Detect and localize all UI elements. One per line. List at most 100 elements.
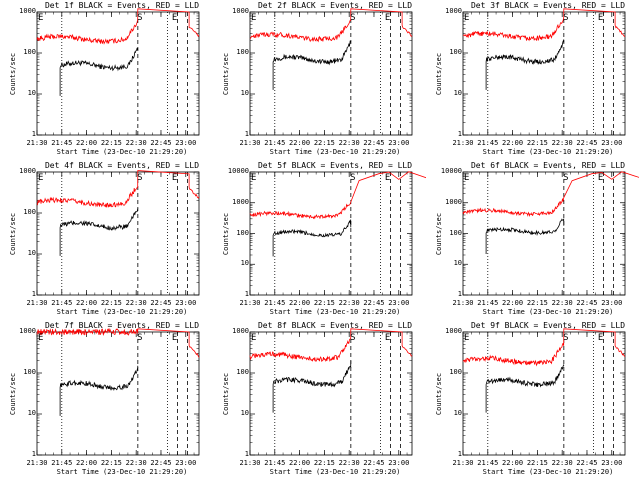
y-tick-label: 100: [236, 368, 249, 376]
event-marker-label: E: [38, 13, 43, 23]
y-tick-label: 10: [27, 409, 36, 417]
chart-title: Det 3f BLACK = Events, RED = LLD: [470, 1, 626, 10]
y-tick-label: 1000: [445, 327, 462, 335]
y-tick-label: 10000: [440, 167, 462, 175]
x-tick-label: 22:30: [551, 299, 573, 307]
x-tick-label: 22:00: [76, 139, 98, 147]
event-marker-label: S: [563, 333, 568, 343]
y-tick-label: 1: [244, 130, 249, 138]
x-tick-label: 22:30: [125, 459, 147, 467]
x-tick-label: 21:30: [452, 459, 474, 467]
x-tick-label: 21:45: [51, 299, 73, 307]
y-tick-label: 1: [244, 290, 249, 298]
y-tick-label: 1000: [232, 7, 249, 15]
event-marker-label: E: [464, 333, 469, 343]
chart-title: Det 8f BLACK = Events, RED = LLD: [257, 321, 413, 330]
lld-series-line: [462, 8, 626, 42]
x-axis-label: Start Time (23-Dec-10 21:29:20): [269, 468, 401, 476]
x-tick-label: 22:45: [150, 459, 172, 467]
lld-series-line: [462, 328, 626, 367]
event-marker-label: E: [464, 173, 469, 183]
plot-frame: [36, 11, 200, 136]
plot-frame: [36, 331, 200, 456]
x-tick-label: 22:15: [313, 139, 335, 147]
event-marker-label: S: [137, 333, 142, 343]
event-marker-label: E: [598, 13, 603, 23]
x-tick-label: 22:15: [526, 299, 548, 307]
x-tick-label: 22:30: [551, 459, 573, 467]
x-tick-label: 21:45: [51, 459, 73, 467]
y-tick-label: 100: [449, 48, 462, 56]
y-tick-label: 10: [453, 409, 462, 417]
lld-series-line: [249, 328, 413, 362]
x-tick-label: 23:00: [388, 299, 410, 307]
x-tick-label: 22:45: [576, 459, 598, 467]
lld-series-line: [462, 171, 639, 217]
x-tick-label: 22:30: [125, 299, 147, 307]
event-marker-label: E: [385, 173, 390, 183]
y-tick-label: 100: [23, 48, 36, 56]
x-tick-label: 22:30: [338, 459, 360, 467]
x-tick-label: 22:00: [502, 459, 524, 467]
event-marker-label: S: [563, 173, 568, 183]
y-tick-label: 100: [449, 228, 462, 237]
x-tick-label: 21:45: [477, 139, 499, 147]
chart-panel: E S E Det 4f BLACK = Events, RED = LLD Count…: [0, 160, 213, 320]
x-tick-label: 22:00: [289, 139, 311, 147]
event-marker-label: S: [350, 173, 355, 183]
x-tick-label: 23:00: [601, 139, 623, 147]
y-tick-label: 100: [236, 48, 249, 56]
events-series-line: [272, 360, 352, 413]
chart-panel: E S E Det 3f BLACK = Events, RED = LLD Count…: [426, 0, 639, 160]
chart-title: Det 5f BLACK = Events, RED = LLD: [257, 161, 413, 170]
x-tick-label: 22:00: [289, 459, 311, 467]
x-axis-label: Start Time (23-Dec-10 21:29:20): [482, 148, 614, 156]
x-tick-label: 22:15: [313, 299, 335, 307]
x-tick-label: 21:30: [239, 299, 261, 307]
x-tick-label: 22:45: [576, 139, 598, 147]
event-marker-label: E: [172, 173, 177, 183]
event-marker-label: E: [251, 13, 256, 23]
y-tick-label: 1: [31, 450, 36, 458]
y-tick-label: 10: [27, 89, 36, 97]
x-tick-label: 22:00: [76, 459, 98, 467]
x-tick-label: 22:15: [100, 459, 122, 467]
event-marker-label: S: [137, 13, 142, 23]
y-tick-label: 1000: [445, 7, 462, 15]
event-marker-label: E: [172, 333, 177, 343]
event-marker-label: E: [385, 333, 390, 343]
y-tick-label: 1: [31, 290, 36, 298]
x-tick-label: 21:45: [477, 459, 499, 467]
event-marker-label: E: [38, 173, 43, 183]
y-tick-label: 1: [457, 450, 462, 458]
y-tick-label: 1: [244, 450, 249, 458]
plot-frame: [249, 331, 413, 456]
x-tick-label: 21:30: [239, 139, 261, 147]
chart-panel: E S E Det 1f BLACK = Events, RED = LLD Count…: [0, 0, 213, 160]
event-marker-label: E: [172, 13, 177, 23]
lld-series-line: [249, 171, 426, 220]
x-axis-label: Start Time (23-Dec-10 21:29:20): [269, 148, 401, 156]
x-tick-label: 21:30: [239, 459, 261, 467]
x-tick-label: 21:30: [26, 139, 48, 147]
x-axis-label: Start Time (23-Dec-10 21:29:20): [269, 308, 401, 316]
y-tick-label: 1000: [19, 327, 36, 335]
y-tick-label: 1000: [445, 197, 462, 206]
x-tick-label: 22:15: [313, 459, 335, 467]
x-tick-label: 22:30: [338, 299, 360, 307]
x-tick-label: 22:45: [363, 299, 385, 307]
y-tick-label: 1000: [19, 167, 36, 175]
event-marker-label: E: [598, 333, 603, 343]
x-tick-label: 21:30: [26, 459, 48, 467]
x-tick-label: 21:30: [26, 299, 48, 307]
y-tick-label: 10: [27, 249, 36, 257]
x-tick-label: 22:00: [502, 299, 524, 307]
x-tick-label: 22:15: [100, 299, 122, 307]
chart-title: Det 4f BLACK = Events, RED = LLD: [44, 161, 200, 170]
chart-panel: E S E Det 6f BLACK = Events, RED = LLD Count…: [426, 160, 639, 320]
x-axis-label: Start Time (23-Dec-10 21:29:20): [56, 308, 188, 316]
